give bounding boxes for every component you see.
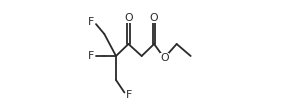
- Text: O: O: [150, 13, 158, 23]
- Text: F: F: [88, 51, 94, 61]
- Text: F: F: [88, 17, 94, 27]
- Text: O: O: [160, 53, 168, 63]
- Text: O: O: [124, 13, 133, 23]
- Text: F: F: [126, 90, 132, 100]
